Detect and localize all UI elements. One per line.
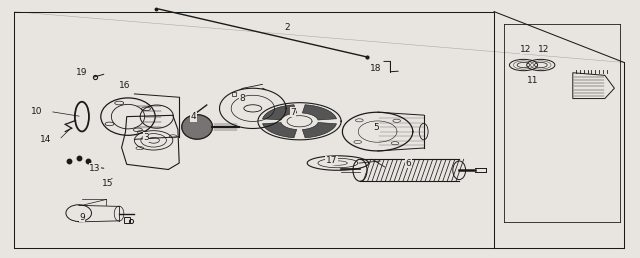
Text: 17: 17 [326,156,337,165]
Text: 12: 12 [538,45,550,54]
Text: 3: 3 [143,133,148,142]
Polygon shape [302,105,337,120]
Text: 10: 10 [31,107,43,116]
Polygon shape [302,123,337,138]
Polygon shape [262,105,297,120]
Text: 14: 14 [40,135,52,144]
Text: 11: 11 [527,76,538,85]
Text: 12: 12 [520,45,532,54]
Text: 7: 7 [291,108,296,117]
Text: 8: 8 [239,94,244,103]
Polygon shape [262,123,297,138]
Ellipse shape [182,115,212,139]
Text: 19: 19 [76,68,88,77]
Circle shape [374,66,378,67]
Text: 15: 15 [102,179,113,188]
Text: 9: 9 [79,213,84,222]
Text: 16: 16 [119,81,131,90]
Text: 5: 5 [374,123,379,132]
Text: 6: 6 [406,159,411,167]
Text: 4: 4 [191,112,196,121]
Text: 18: 18 [370,64,381,73]
Text: 13: 13 [89,164,100,173]
Text: 2: 2 [284,23,289,31]
